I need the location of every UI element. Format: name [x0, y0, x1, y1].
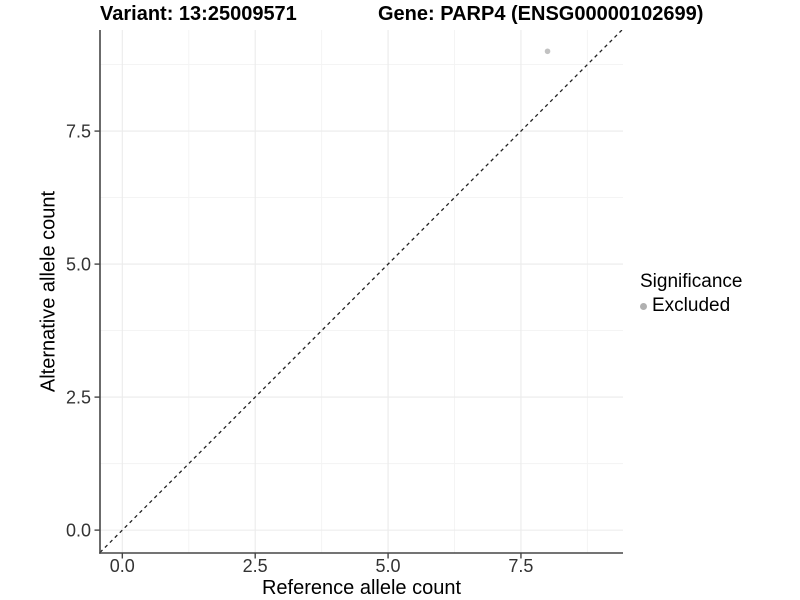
x-axis-title: Reference allele count — [261, 577, 461, 599]
data-point — [544, 48, 551, 55]
y-tick-label: 7.5 — [66, 122, 91, 142]
x-tick-label: 7.5 — [508, 556, 533, 576]
x-tick-label: 0.0 — [110, 556, 135, 576]
identity-line — [100, 30, 623, 553]
y-axis-title: Alternative allele count — [37, 190, 60, 393]
y-tick-label: 0.0 — [66, 521, 91, 541]
gene-title: Gene: PARP4 (ENSG00000102699) — [378, 3, 704, 25]
legend-item-excluded: Excluded — [640, 295, 742, 317]
excluded-point-swatch-icon — [640, 302, 647, 310]
legend: Significance Excluded — [640, 270, 742, 317]
y-tick-label: 5.0 — [66, 255, 91, 275]
legend-title: Significance — [640, 271, 743, 292]
y-tick-label: 2.5 — [66, 388, 91, 408]
x-tick-label: 2.5 — [243, 556, 268, 576]
x-tick-label: 5.0 — [376, 556, 401, 576]
variant-title: Variant: 13:25009571 — [100, 3, 297, 25]
legend-item-label: Excluded — [652, 295, 731, 316]
